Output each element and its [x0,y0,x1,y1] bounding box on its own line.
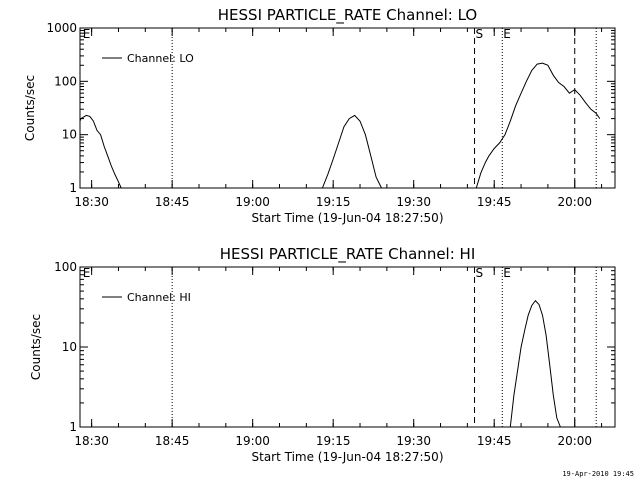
series-line [475,62,601,189]
marker-label-e: E [503,266,511,280]
series-line [79,114,122,189]
marker-label-e: E [83,27,91,41]
x-tick-label: 18:45 [155,434,190,448]
x-axis-label: Start Time (19-Jun-04 18:27:50) [252,211,444,225]
marker-label-s: S [476,266,484,280]
chart-title: HESSI PARTICLE_RATE Channel: LO [218,6,477,25]
x-tick-label: 19:45 [477,195,512,209]
y-tick-label: 1 [69,420,77,434]
legend-label: Channel: LO [127,52,194,65]
x-axis-label: Start Time (19-Jun-04 18:27:50) [252,450,444,464]
footer-timestamp: 19-Apr-2010 19:45 [562,470,634,478]
x-tick-label: 18:30 [74,434,109,448]
plot-frame [79,27,616,189]
y-tick-label: 10 [62,340,77,354]
marker-label-s: S [476,27,484,41]
x-tick-label: 19:15 [316,434,351,448]
y-axis-label: Counts/sec [29,314,43,380]
x-tick-label: 20:00 [557,434,592,448]
x-tick-label: 18:45 [155,195,190,209]
series-line [321,114,382,189]
x-tick-label: 19:45 [477,434,512,448]
y-axis-label: Counts/sec [23,75,37,141]
legend-label: Channel: HI [127,291,191,304]
series-line [509,299,561,428]
x-tick-label: 19:30 [396,434,431,448]
x-tick-label: 20:00 [557,195,592,209]
x-tick-label: 18:30 [74,195,109,209]
y-tick-label: 10 [62,128,77,142]
marker-label-e: E [503,27,511,41]
y-tick-label: 100 [54,74,77,88]
y-tick-label: 100 [54,260,77,274]
y-tick-label: 1000 [46,21,77,35]
x-tick-label: 19:00 [235,195,270,209]
chart-title: HESSI PARTICLE_RATE Channel: HI [220,245,476,264]
y-tick-label: 1 [69,181,77,195]
x-tick-label: 19:30 [396,195,431,209]
x-tick-label: 19:00 [235,434,270,448]
marker-label-e: E [83,266,91,280]
x-tick-label: 19:15 [316,195,351,209]
